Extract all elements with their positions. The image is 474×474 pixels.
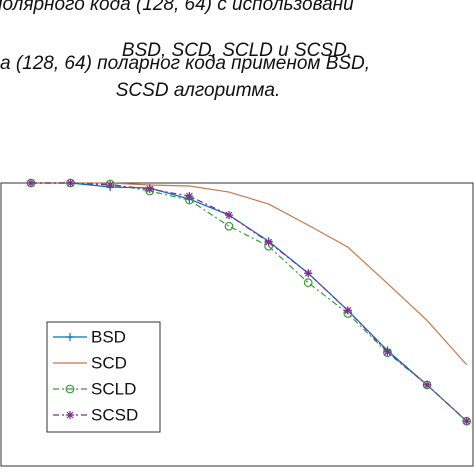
marker [224,211,233,220]
marker [66,333,74,341]
marker [26,179,35,187]
marker [423,380,432,389]
legend-label: SCLD [91,379,136,398]
legend-box [46,321,161,433]
legend-label: SCD [91,353,127,372]
caption-line: полярного кода (128, 64) с использовани [0,0,354,15]
marker [343,306,352,315]
series-line [30,182,468,422]
marker [185,192,194,201]
marker [145,185,154,194]
marker [66,411,74,419]
legend-label: SCSD [91,405,138,424]
marker [304,269,313,278]
marker [462,417,471,426]
caption-line: SCSD алгоритма. [116,80,280,101]
caption-line: а (128, 64) поларног кода применом BSD, [0,53,370,74]
plot-frame [0,182,474,467]
marker [106,180,115,189]
marker [383,347,392,356]
legend-label: BSD [91,327,126,346]
marker [264,238,273,247]
marker [224,221,234,231]
marker [66,179,75,187]
marker [65,384,75,394]
series-line [30,182,468,366]
marker [303,278,313,288]
caption-line: BSD, SCD, SCLD и SCSD. [122,40,352,61]
legend: BSD SCD SCLD SCSD [46,321,161,433]
